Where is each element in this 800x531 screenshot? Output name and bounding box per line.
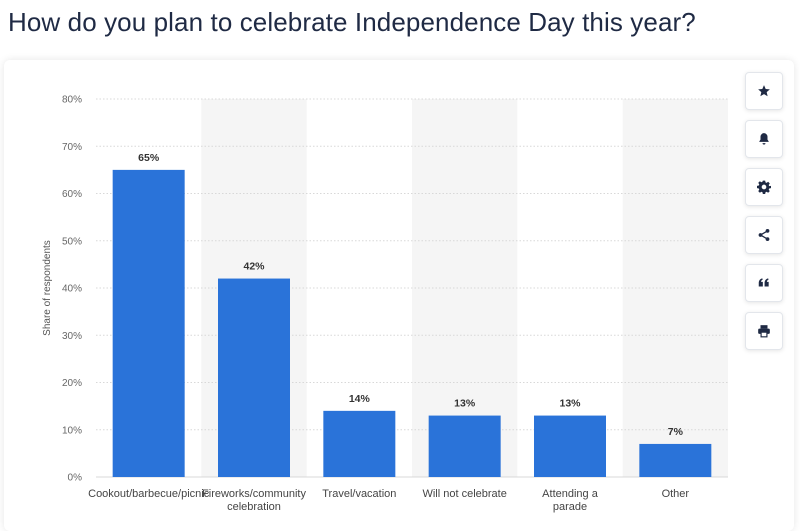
cite-button[interactable] (745, 264, 783, 302)
favorite-button[interactable] (745, 72, 783, 110)
share-button[interactable] (745, 216, 783, 254)
x-tick-label-line: Will not celebrate (422, 488, 506, 500)
print-icon (758, 325, 770, 338)
x-tick-label-line: celebration (227, 501, 281, 513)
data-label: 42% (243, 261, 265, 273)
data-label: 13% (559, 398, 581, 410)
settings-button[interactable] (745, 168, 783, 206)
x-tick-label: Attending a parade (542, 488, 599, 513)
bar (534, 415, 606, 477)
x-tick-label-line: Attending a (542, 488, 599, 500)
x-tick-label-line: Travel/vacation (322, 488, 396, 500)
x-tick-label: Will not celebrate (422, 488, 506, 500)
bar (218, 278, 290, 477)
bar (639, 443, 712, 477)
x-tick-label: Travel/vacation (322, 488, 396, 500)
y-tick-label: 70% (62, 142, 82, 153)
x-tick-label-line: Fireworks/community (202, 488, 306, 500)
print-button[interactable] (745, 312, 783, 350)
x-tick-label-line: Cookout/barbecue/picnic (88, 488, 210, 500)
y-tick-label: 80% (62, 95, 82, 106)
data-label: 14% (349, 393, 371, 405)
y-tick-label: 20% (62, 378, 82, 389)
data-label: 65% (138, 152, 160, 164)
x-tick-label: Fireworks/community celebration (202, 488, 306, 513)
y-tick-label: 0% (68, 473, 83, 484)
gear-icon (757, 180, 771, 194)
data-label: 7% (668, 426, 684, 438)
page-title: How do you plan to celebrate Independenc… (8, 7, 696, 37)
y-tick-label: 40% (62, 284, 82, 295)
y-tick-label: 30% (62, 331, 82, 342)
y-axis-label: Share of respondents (42, 240, 53, 336)
y-tick-label: 50% (62, 236, 82, 247)
bell-icon (759, 133, 769, 145)
notifications-button[interactable] (745, 120, 783, 158)
bar (112, 169, 185, 477)
share-icon (758, 229, 770, 241)
y-tick-label: 10% (62, 425, 82, 436)
x-tick-label: Cookout/barbecue/picnic (88, 488, 210, 500)
bar (323, 410, 396, 477)
x-tick-label: Other (662, 488, 690, 500)
bar (428, 415, 501, 477)
y-tick-label: 60% (62, 189, 82, 200)
quote-icon (758, 278, 769, 287)
x-tick-label-line: parade (553, 501, 587, 513)
x-tick-label-line: Other (662, 488, 690, 500)
data-label: 13% (454, 398, 476, 410)
chart-toolbar (745, 72, 783, 360)
column-band (622, 99, 728, 477)
star-icon (758, 85, 770, 97)
